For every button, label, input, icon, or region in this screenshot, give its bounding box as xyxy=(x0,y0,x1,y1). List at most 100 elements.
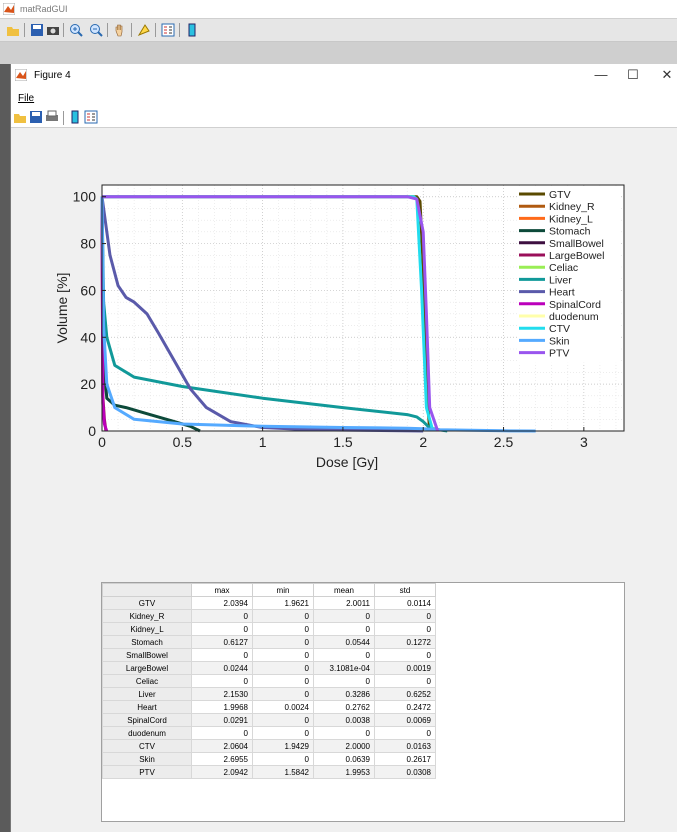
y-tick-label: 0 xyxy=(88,423,96,439)
table-cell[interactable]: 2.1530 xyxy=(191,687,253,701)
table-cell[interactable]: 0 xyxy=(313,622,375,636)
minimize-button[interactable]: — xyxy=(594,67,608,82)
table-cell[interactable]: 0.3286 xyxy=(313,687,375,701)
table-cell[interactable]: 0.0244 xyxy=(191,661,253,675)
legend-entry: duodenum xyxy=(549,311,599,323)
table-cell[interactable]: 0.2472 xyxy=(374,700,436,714)
table-cell[interactable]: 0.0069 xyxy=(374,713,436,727)
table-cell[interactable]: 3.1081e-04 xyxy=(313,661,375,675)
app-background-area xyxy=(0,42,677,64)
table-cell[interactable]: 2.6955 xyxy=(191,752,253,766)
table-cell[interactable]: 0.2762 xyxy=(313,700,375,714)
legend-entry: LargeBowel xyxy=(549,250,604,262)
pan-hand-icon[interactable] xyxy=(113,23,127,37)
table-cell[interactable]: 0 xyxy=(191,609,253,623)
zoom-out-icon[interactable] xyxy=(89,23,103,37)
table-row: LargeBowel 0.0244 0 3.1081e-04 0.0019 xyxy=(102,661,436,675)
dose-statistics-table: max min mean std GTV 2.0394 1.9621 2.0011 0.… xyxy=(101,582,625,822)
table-cell[interactable]: 0 xyxy=(313,674,375,688)
colorbar-icon[interactable] xyxy=(68,110,82,124)
table-cell[interactable]: 0 xyxy=(252,609,314,623)
figure-canvas: 0 0.5 1 1.5 2 2.5 3 0 20 40 60 80 100 Dose [Gy] Volume… xyxy=(11,128,677,832)
figure-menubar: File xyxy=(11,88,677,108)
row-header: LargeBowel xyxy=(102,661,192,675)
table-cell[interactable]: 0.0114 xyxy=(374,596,436,610)
table-cell[interactable]: 0 xyxy=(374,648,436,662)
zoom-in-icon[interactable] xyxy=(69,23,83,37)
row-header: Stomach xyxy=(102,635,192,649)
table-cell[interactable]: 0 xyxy=(252,674,314,688)
table-cell[interactable]: 0 xyxy=(313,726,375,740)
table-cell[interactable]: 0 xyxy=(191,648,253,662)
table-cell[interactable]: 1.9429 xyxy=(252,739,314,753)
table-cell[interactable]: 0.1272 xyxy=(374,635,436,649)
table-cell[interactable]: 0 xyxy=(252,648,314,662)
table-cell[interactable]: 0 xyxy=(252,752,314,766)
table-cell[interactable]: 0.0639 xyxy=(313,752,375,766)
table-cell[interactable]: 0.0163 xyxy=(374,739,436,753)
table-cell[interactable]: 0 xyxy=(252,687,314,701)
series-line-ptv xyxy=(102,195,440,432)
legend-entry: Kidney_L xyxy=(549,213,593,225)
table-cell[interactable]: 1.9621 xyxy=(252,596,314,610)
row-header: Celiac xyxy=(102,674,192,688)
table-cell[interactable]: 2.0394 xyxy=(191,596,253,610)
legend-entry: Heart xyxy=(549,287,575,299)
open-folder-icon[interactable] xyxy=(13,110,27,124)
table-cell[interactable]: 0 xyxy=(374,622,436,636)
table-cell[interactable]: 0 xyxy=(191,726,253,740)
table-cell[interactable]: 0.6252 xyxy=(374,687,436,701)
file-menu[interactable]: File xyxy=(18,93,35,104)
save-icon[interactable] xyxy=(29,110,43,124)
table-cell[interactable]: 2.0011 xyxy=(313,596,375,610)
table-cell[interactable]: 1.9953 xyxy=(313,765,375,779)
row-header: Kidney_L xyxy=(102,622,192,636)
table-cell[interactable]: 2.0000 xyxy=(313,739,375,753)
table-cell[interactable]: 0.0024 xyxy=(252,700,314,714)
table-cell[interactable]: 0 xyxy=(313,648,375,662)
column-header-std: std xyxy=(374,583,436,597)
x-tick-label: 0.5 xyxy=(173,434,193,450)
table-cell[interactable]: 0 xyxy=(313,609,375,623)
table-cell[interactable]: 0 xyxy=(374,674,436,688)
colorbar-icon[interactable] xyxy=(185,23,199,37)
table-cell[interactable]: 2.0942 xyxy=(191,765,253,779)
table-cell[interactable]: 0 xyxy=(191,622,253,636)
print-icon[interactable] xyxy=(45,110,59,124)
table-cell[interactable]: 0.6127 xyxy=(191,635,253,649)
open-folder-icon[interactable] xyxy=(6,23,20,37)
save-icon[interactable] xyxy=(30,23,44,37)
table-cell[interactable]: 0.0544 xyxy=(313,635,375,649)
table-cell[interactable]: 0 xyxy=(191,674,253,688)
table-cell[interactable]: 1.5842 xyxy=(252,765,314,779)
table-row: PTV 2.0942 1.5842 1.9953 0.0308 xyxy=(102,765,436,779)
maximize-button[interactable]: ☐ xyxy=(627,67,639,82)
table-cell[interactable]: 0 xyxy=(252,622,314,636)
legend-icon[interactable] xyxy=(161,23,175,37)
table-cell[interactable]: 0.0019 xyxy=(374,661,436,675)
y-tick-label: 40 xyxy=(80,329,96,345)
figure-title-bar: Figure 4 — ☐ ✕ xyxy=(11,64,677,88)
camera-icon[interactable] xyxy=(46,23,60,37)
table-cell[interactable]: 0 xyxy=(252,661,314,675)
row-header: CTV xyxy=(102,739,192,753)
table-cell[interactable]: 0 xyxy=(374,609,436,623)
table-cell[interactable]: 0 xyxy=(252,713,314,727)
toolbar-separator xyxy=(63,23,64,37)
y-tick-label: 20 xyxy=(80,376,96,392)
table-cell[interactable]: 0 xyxy=(252,635,314,649)
close-button[interactable]: ✕ xyxy=(661,67,673,82)
legend-icon[interactable] xyxy=(84,110,98,124)
table-cell[interactable]: 1.9968 xyxy=(191,700,253,714)
table-cell[interactable]: 0.0038 xyxy=(313,713,375,727)
legend-entry: CTV xyxy=(549,323,570,335)
data-cursor-icon[interactable] xyxy=(137,23,151,37)
y-tick-label: 80 xyxy=(80,236,96,252)
table-cell[interactable]: 0.2617 xyxy=(374,752,436,766)
table-cell[interactable]: 0.0308 xyxy=(374,765,436,779)
table-cell[interactable]: 2.0604 xyxy=(191,739,253,753)
figure-window: Figure 4 — ☐ ✕ File 0 0.5 1 1.5 2 2.5 3 0 20 40 60… xyxy=(10,64,677,832)
table-cell[interactable]: 0.0291 xyxy=(191,713,253,727)
table-cell[interactable]: 0 xyxy=(252,726,314,740)
table-cell[interactable]: 0 xyxy=(374,726,436,740)
